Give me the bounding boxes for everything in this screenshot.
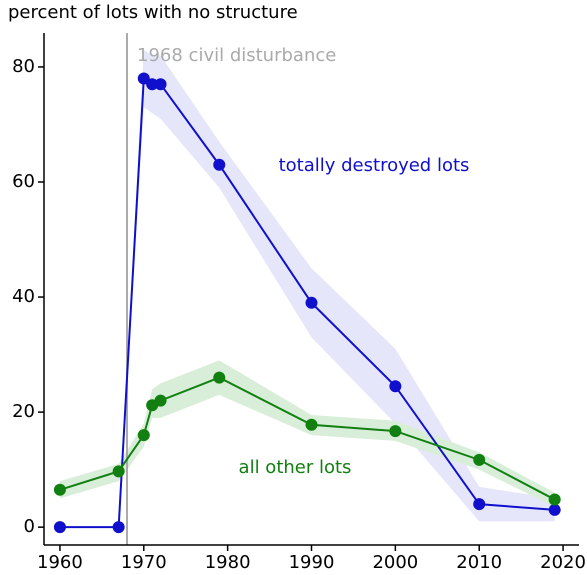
y-tick-label: 0 xyxy=(24,516,35,537)
data-point xyxy=(146,78,159,91)
y-tick-label: 60 xyxy=(12,171,35,192)
data-point xyxy=(473,453,486,466)
x-tick-label: 2000 xyxy=(372,552,418,573)
x-tick-label: 1970 xyxy=(121,552,167,573)
data-point xyxy=(112,465,125,478)
data-point xyxy=(473,498,486,511)
y-tick-label: 20 xyxy=(12,401,35,422)
data-point xyxy=(389,380,402,393)
x-tick-label: 1980 xyxy=(205,552,251,573)
data-point xyxy=(213,371,226,384)
data-point xyxy=(548,503,561,516)
x-tick-label: 2010 xyxy=(456,552,502,573)
event-label: 1968 civil disturbance xyxy=(137,45,336,66)
y-tick-label: 40 xyxy=(12,286,35,307)
data-point xyxy=(53,521,66,534)
series-label: all other lots xyxy=(239,457,352,478)
data-point xyxy=(305,296,318,309)
data-point xyxy=(53,483,66,496)
data-point xyxy=(213,158,226,171)
chart-title: percent of lots with no structure xyxy=(8,2,298,23)
series-line xyxy=(59,376,556,501)
y-tick-label: 80 xyxy=(12,56,35,77)
data-point xyxy=(389,425,402,438)
x-tick-label: 1990 xyxy=(289,552,335,573)
x-tick-label: 1960 xyxy=(37,552,83,573)
data-point xyxy=(154,78,167,91)
data-point xyxy=(548,493,561,506)
confidence-band xyxy=(59,360,555,508)
x-tick-label: 2020 xyxy=(540,552,586,573)
data-point xyxy=(137,72,150,85)
data-point xyxy=(137,429,150,442)
data-point xyxy=(154,394,167,407)
data-point xyxy=(112,521,125,534)
data-point xyxy=(305,418,318,431)
series-label: totally destroyed lots xyxy=(279,155,470,176)
confidence-band xyxy=(59,49,555,528)
